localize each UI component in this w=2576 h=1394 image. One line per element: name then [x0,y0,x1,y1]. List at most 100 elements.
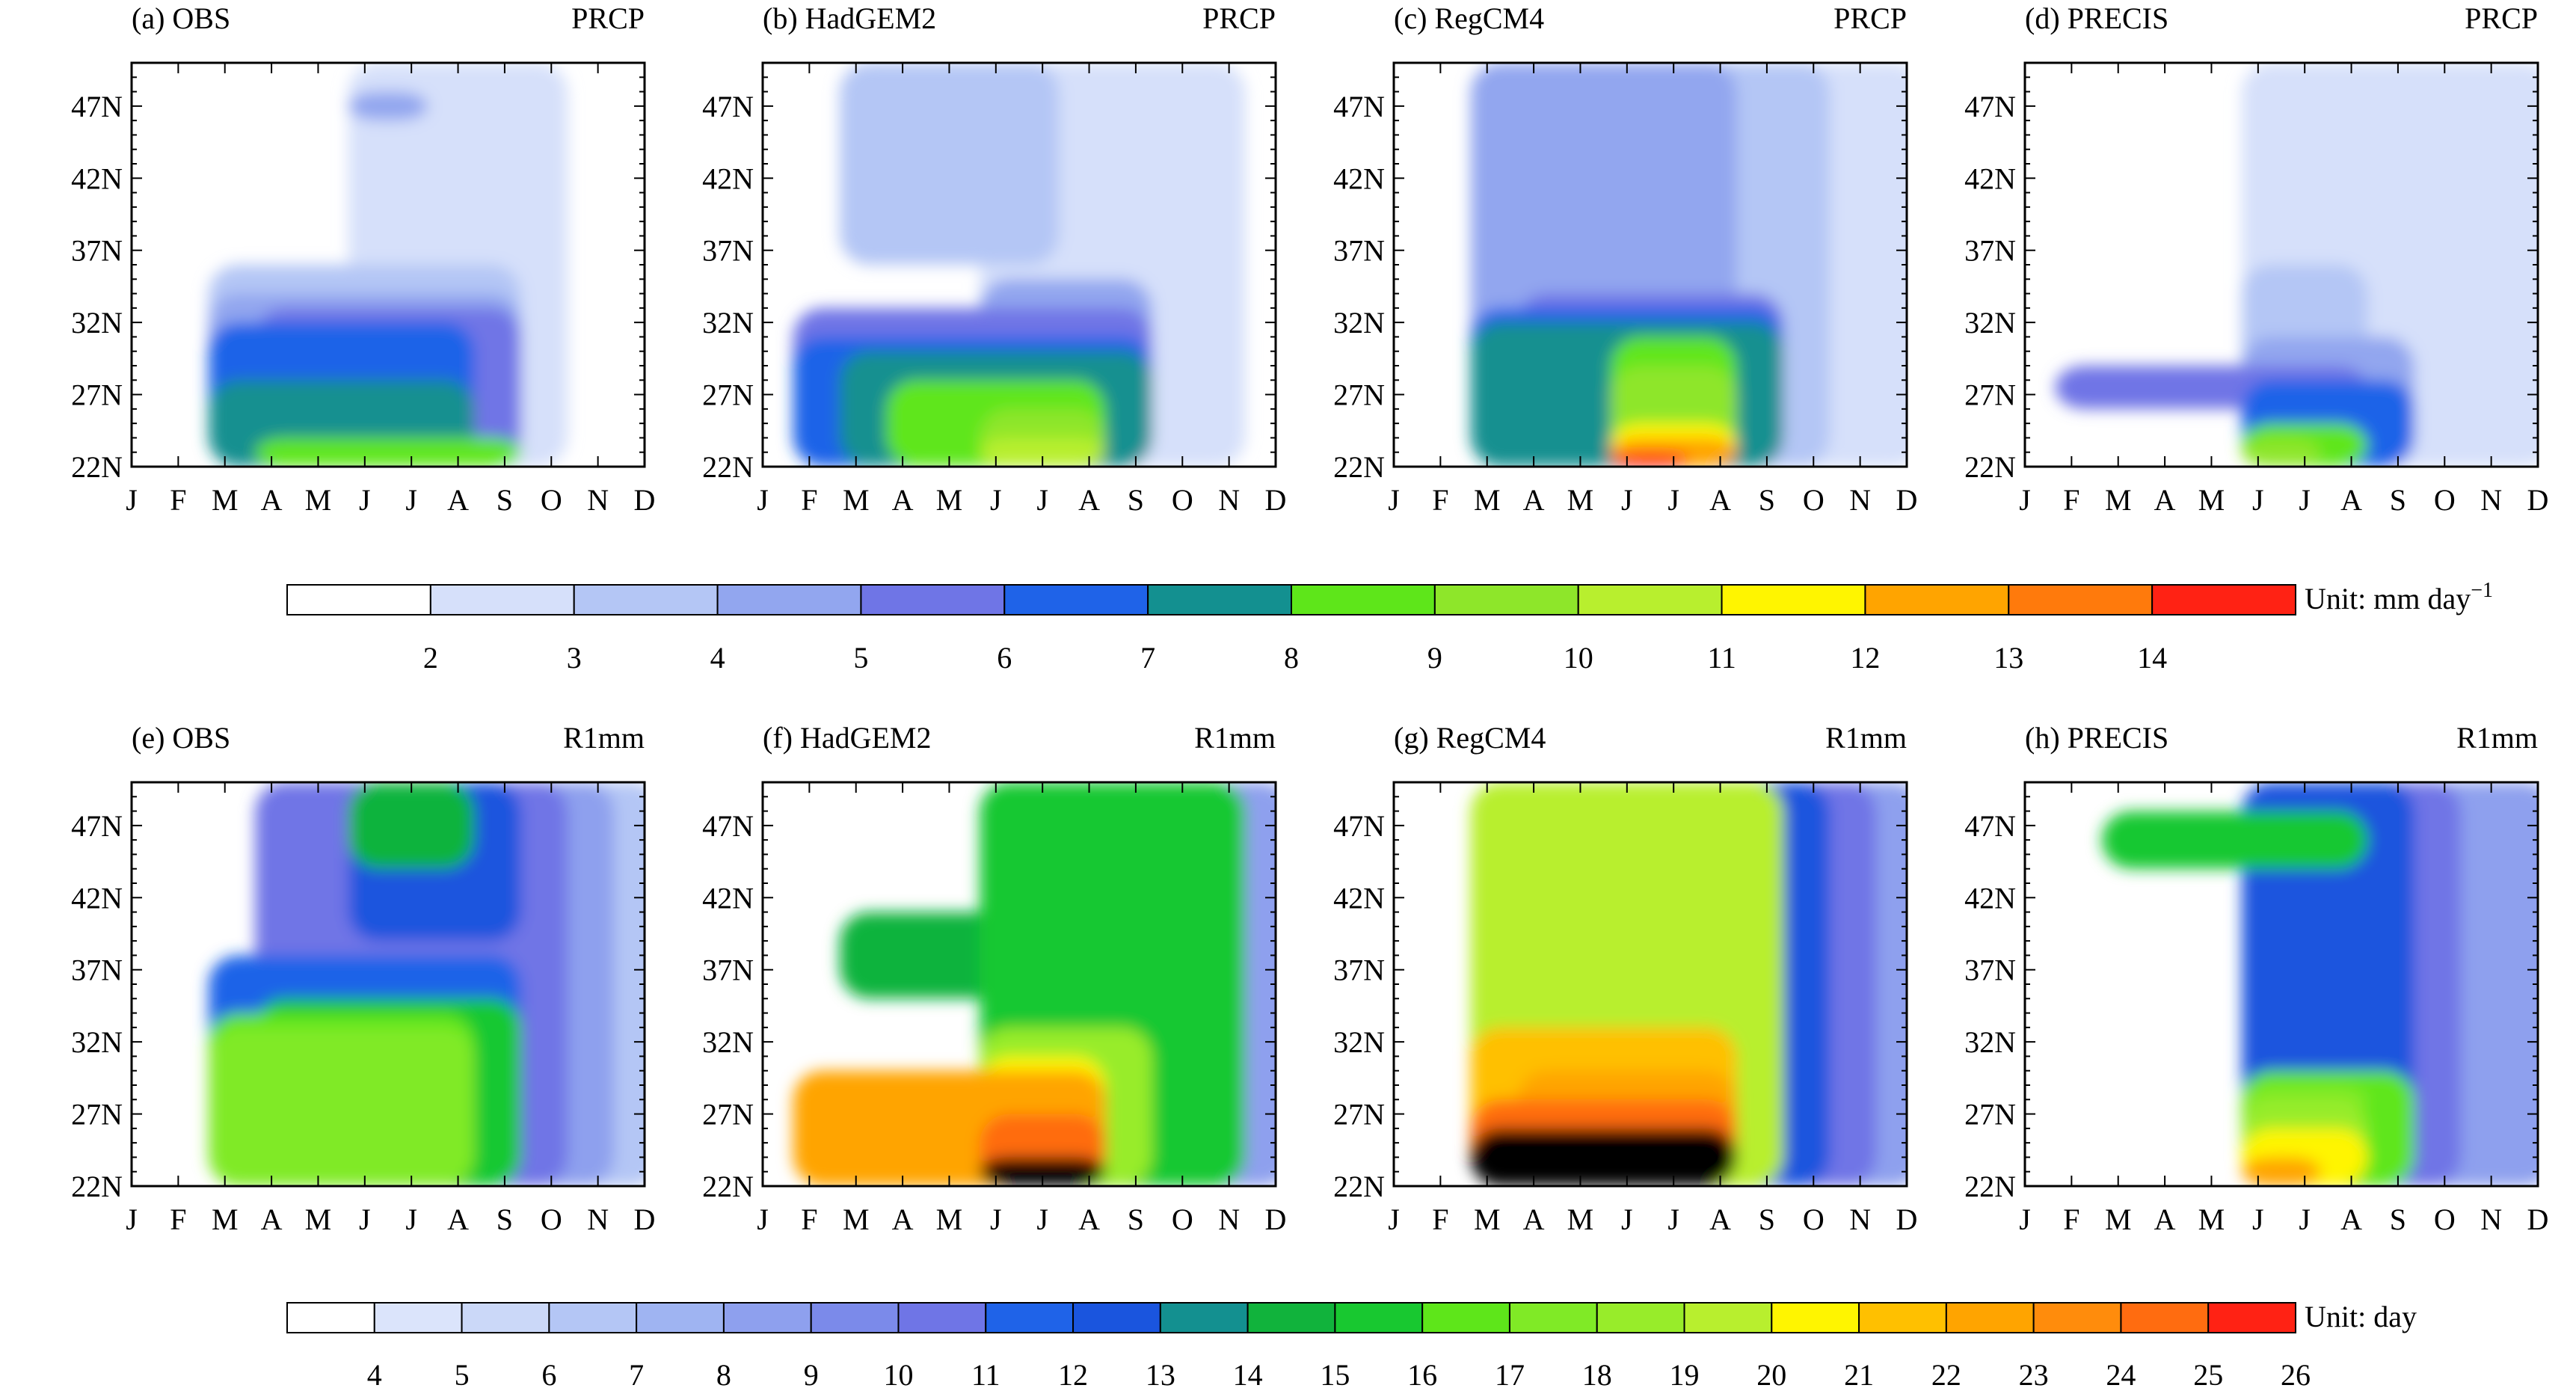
x-tick-label: J [126,1203,138,1236]
x-tick-label: A [447,1203,469,1236]
y-tick-label: 32N [1333,306,1385,340]
panel-var-b: PRCP [1202,1,1276,35]
y-tick-label: 47N [702,809,754,843]
colorbar-label: 21 [1844,1358,1874,1392]
contour-band [1610,452,1691,467]
x-tick-label: A [1709,483,1731,517]
y-tick-label: 22N [1964,1170,2016,1203]
colorbar-swatch [286,584,431,615]
x-tick-label: J [2252,483,2264,517]
contour-band [979,437,1106,467]
x-tick-label: A [2340,1203,2362,1236]
panel-var-c: PRCP [1833,1,1907,35]
panel-var-e: R1mm [563,721,645,755]
panel-var-a: PRCP [571,1,645,35]
colorbar-swatch [2008,584,2154,615]
x-tick-label: S [497,1203,513,1236]
colorbar-unit-superscript: −1 [2471,579,2493,602]
x-tick-label: D [634,1203,656,1236]
x-tick-label: M [843,483,870,517]
x-tick-label: N [2480,483,2502,517]
colorbar-swatch [1508,1302,1598,1333]
y-tick-label: 22N [71,1170,123,1203]
x-tick-label: A [447,483,469,517]
colorbar-swatch [722,1302,812,1333]
x-tick-label: D [1896,1203,1918,1236]
contour-band [2241,437,2322,467]
panel-tag-f: (f) HadGEM2 [763,721,932,755]
x-tick-label: A [1709,1203,1731,1236]
colorbar-swatch [1433,584,1579,615]
colorbar-label: 4 [710,641,725,675]
x-tick-label: O [2434,1203,2456,1236]
x-tick-label: M [2105,1203,2132,1236]
colorbar-swatch [2207,1302,2296,1333]
x-tick-label: N [1218,1203,1240,1236]
contour-band [2241,1157,2322,1186]
y-tick-label: 37N [71,234,123,268]
colorbar-label: 24 [2106,1358,2136,1392]
colorbar-label: 12 [1850,641,1880,675]
x-tick-label: J [126,483,138,517]
x-tick-label: F [1432,483,1448,517]
x-tick-label: J [1388,1203,1400,1236]
colorbar-label: 10 [1564,641,1593,675]
x-tick-label: F [801,1203,817,1236]
x-tick-label: J [990,483,1002,517]
x-tick-label: M [1567,483,1594,517]
colorbar-swatch [2120,1302,2210,1333]
colorbar-label: 26 [2281,1358,2311,1392]
colorbar-label: 5 [853,641,868,675]
colorbar-swatch [2032,1302,2122,1333]
x-tick-label: J [2019,1203,2031,1236]
contour-band [839,63,1060,265]
panel-var-f: R1mm [1194,721,1276,755]
y-tick-label: 32N [1964,1025,2016,1059]
panel-tag-c: (c) RegCM4 [1394,1,1544,35]
x-tick-label: M [212,483,239,517]
contour-fills [793,63,1246,467]
x-tick-label: S [497,483,513,517]
x-tick-label: F [801,483,817,517]
panel-var-d: PRCP [2465,1,2538,35]
y-tick-label: 37N [702,234,754,268]
colorbar-prcp: 2 3 4 5 6 7 8 9 10 11 12 13 14 [286,584,2296,675]
x-tick-label: A [1078,483,1100,517]
colorbar-label: 3 [567,641,582,675]
colorbar-swatch [461,1302,550,1333]
colorbar-label: 22 [1931,1358,1961,1392]
y-tick-label: 37N [1333,954,1385,987]
colorbar-label: 11 [1707,641,1736,675]
x-tick-label: N [1218,483,1240,517]
panel-tag-h: (h) PRECIS [2025,721,2168,755]
x-tick-label: J [405,483,417,517]
colorbar-swatch [1577,584,1723,615]
x-tick-label: N [1849,1203,1871,1236]
x-tick-label: M [305,1203,332,1236]
y-tick-label: 32N [71,1025,123,1059]
x-tick-label: O [1172,1203,1193,1236]
contour-fills [2055,63,2538,467]
colorbar-label: 14 [1233,1358,1263,1392]
panel-tag-d: (d) PRECIS [2025,1,2168,35]
x-tick-label: O [2434,483,2456,517]
contour-band [255,437,521,467]
y-tick-label: 22N [1333,1170,1385,1203]
panel-tag-b: (b) HadGEM2 [763,1,936,35]
colorbar-swatch [1159,1302,1249,1333]
x-tick-label: A [2340,483,2362,517]
y-tick-label: 47N [71,809,123,843]
y-tick-label: 37N [1964,954,2016,987]
y-tick-label: 47N [71,90,123,123]
x-tick-label: J [2252,1203,2264,1236]
colorbar-label: 20 [1756,1358,1786,1392]
x-tick-label: S [1759,1203,1775,1236]
x-tick-label: A [1078,1203,1100,1236]
panel-var-g: R1mm [1825,721,1907,755]
panel-var-h: R1mm [2456,721,2538,755]
colorbar-swatch [2151,584,2296,615]
